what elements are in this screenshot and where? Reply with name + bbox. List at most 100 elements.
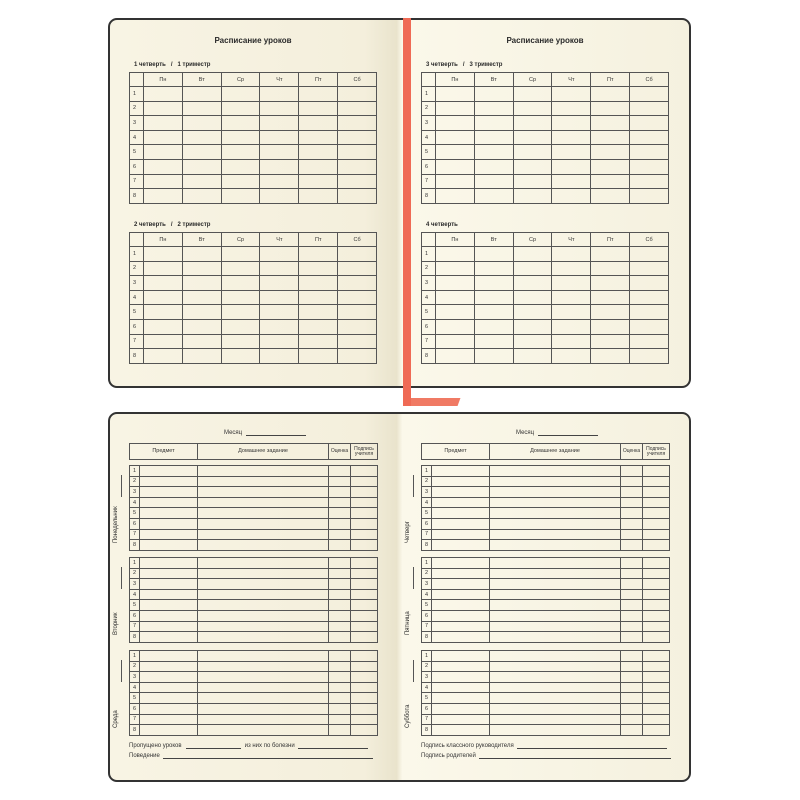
homework-cell <box>489 702 621 715</box>
row-number: 3 <box>129 486 140 498</box>
schedule-cell <box>512 129 553 146</box>
schedule-cell <box>590 100 631 117</box>
subject-cell <box>139 475 198 488</box>
schedule-cell <box>473 188 514 204</box>
subject-cell <box>431 702 490 715</box>
schedule-row: 3 <box>421 115 669 131</box>
subject-cell <box>139 724 198 736</box>
diary-header-0: Предмет <box>129 443 198 460</box>
day-label: Пятница <box>405 611 411 635</box>
diary-row: 2 <box>421 567 670 580</box>
schedule-cell <box>473 275 514 291</box>
signature-cell <box>642 486 670 498</box>
subject-cell <box>431 631 490 643</box>
day-header: Ср <box>512 72 553 87</box>
grade-cell <box>328 660 351 673</box>
schedule-table: Пн Вт Ср Чт Пт Сб 1 2 3 4 5 6 7 8 <box>421 232 669 364</box>
signature-cell <box>642 660 670 673</box>
schedule-cell <box>435 173 475 190</box>
schedule-cell <box>298 275 339 291</box>
schedule-row: 7 <box>129 333 377 350</box>
grade-cell <box>328 465 351 477</box>
day-label: Четверг <box>405 521 411 543</box>
schedule-cell <box>143 115 183 131</box>
schedule-cell <box>590 318 631 335</box>
schedule-row: 3 <box>129 275 377 291</box>
grade-cell <box>620 713 643 726</box>
homework-cell <box>197 609 329 622</box>
month-line <box>246 430 307 436</box>
day-header: Вт <box>181 72 222 87</box>
row-number: 1 <box>421 650 432 662</box>
grade-cell <box>620 599 643 611</box>
schedule-row: 4 <box>421 289 669 306</box>
lesson-number: 5 <box>421 304 436 320</box>
schedule-cell <box>181 348 222 364</box>
schedule-cell <box>512 304 553 320</box>
homework-cell <box>489 620 621 633</box>
schedule-cell <box>590 188 631 204</box>
schedule-cell <box>629 304 669 320</box>
subject-cell <box>431 496 490 509</box>
schedule-cell <box>551 100 592 117</box>
grade-cell <box>620 578 643 590</box>
diary-header-table: Предмет Домашнее задание Оценка Подпись учи… <box>421 443 670 460</box>
grade-cell <box>328 557 351 569</box>
schedule-cell <box>181 289 222 306</box>
grade-cell <box>620 475 643 488</box>
schedule-cell <box>512 173 553 190</box>
bookmark-ribbon <box>403 18 411 406</box>
diary-row: 1 <box>129 557 378 569</box>
homework-cell <box>489 650 621 662</box>
diary-row: 6 <box>129 517 378 530</box>
schedule-cell <box>435 115 475 131</box>
homework-cell <box>489 631 621 643</box>
row-number: 2 <box>421 567 432 580</box>
signature-cell <box>350 517 378 530</box>
lesson-number: 7 <box>129 333 144 350</box>
schedule-cell <box>181 304 222 320</box>
subject-cell <box>139 486 198 498</box>
subject-cell <box>431 486 490 498</box>
month-field: Месяц <box>224 430 307 436</box>
diary-row: 7 <box>129 528 378 541</box>
schedule-cell <box>143 260 183 277</box>
schedule-cell <box>181 115 222 131</box>
grade-cell <box>328 609 351 622</box>
diary-row: 5 <box>129 599 378 611</box>
schedule-table-label: 1 четверть / 1 триместр <box>134 62 211 68</box>
schedule-cell <box>181 318 222 335</box>
schedule-row: 5 <box>129 304 377 320</box>
schedule-row: 6 <box>129 158 377 175</box>
diary-header-3: Подпись учителя <box>350 443 378 460</box>
homework-cell <box>489 578 621 590</box>
signature-cell <box>642 650 670 662</box>
schedule-cell <box>337 100 377 117</box>
schedule-cell <box>473 333 514 350</box>
schedule-cell <box>629 246 669 262</box>
schedule-cell <box>259 129 300 146</box>
schedule-cell <box>259 115 300 131</box>
schedule-cell <box>590 115 631 131</box>
schedule-row: 8 <box>129 348 377 364</box>
schedule-row: 2 <box>129 260 377 277</box>
grade-cell <box>620 517 643 530</box>
schedule-cell <box>512 260 553 277</box>
homework-cell <box>489 475 621 488</box>
row-number: 5 <box>421 507 432 519</box>
subject-cell <box>431 517 490 530</box>
grade-cell <box>328 496 351 509</box>
subject-cell <box>139 507 198 519</box>
homework-cell <box>489 713 621 726</box>
subject-cell <box>431 713 490 726</box>
homework-cell <box>197 692 329 704</box>
lesson-number: 4 <box>129 289 144 306</box>
schedule-cell <box>181 158 222 175</box>
lesson-number: 3 <box>421 115 436 131</box>
diary-row: 6 <box>129 702 378 715</box>
schedule-row: 1 <box>129 246 377 262</box>
day-header: Ср <box>512 232 553 247</box>
row-number: 6 <box>129 609 140 622</box>
day-header: Вт <box>473 72 514 87</box>
corner-cell <box>129 72 144 87</box>
